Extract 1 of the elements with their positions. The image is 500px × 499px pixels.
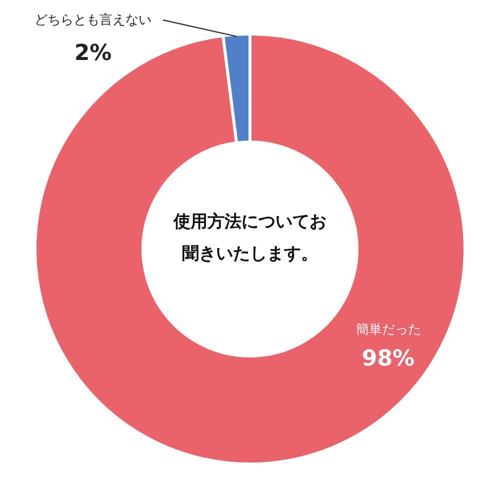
title: 使用方法についてお聞きいたします。 <box>174 212 326 264</box>
